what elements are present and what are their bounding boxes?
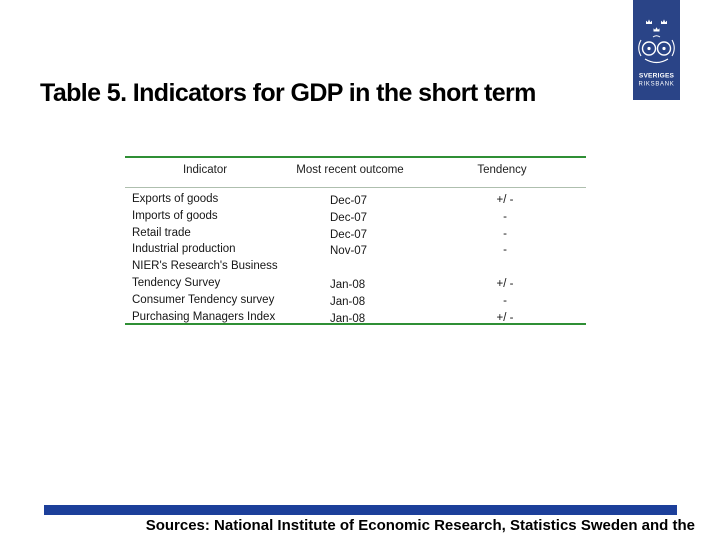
indicator-cell: Imports of goods <box>132 209 218 222</box>
indicators-table: Indicator Most recent outcome Tendency E… <box>125 156 586 325</box>
table-row: Retail trade Dec-07 - <box>125 225 586 242</box>
column-header-tendency: Tendency <box>477 164 527 176</box>
table-row: Consumer Tendency survey Jan-08 - <box>125 292 586 309</box>
column-header-most-recent-outcome: Most recent outcome <box>296 164 404 176</box>
indicator-cell: NIER's Research's Business <box>132 260 278 273</box>
outcome-cell: Jan-08 <box>330 312 366 325</box>
sources-text: Sources: National Institute of Economic … <box>145 517 695 534</box>
tendency-cell: +/ - <box>496 194 514 206</box>
tendency-cell: - <box>503 227 507 240</box>
logo-org-name-line1: SVERIGES <box>639 73 675 80</box>
tendency-cell: - <box>503 210 507 223</box>
indicator-cell: Tendency Survey <box>132 276 221 289</box>
outcome-cell: Jan-08 <box>330 295 366 308</box>
tendency-cell: - <box>503 294 507 307</box>
outcome-cell: Jan-08 <box>330 278 366 291</box>
tendency-cell: +/ - <box>496 311 514 324</box>
logo-org-name-line2: RIKSBANK <box>639 82 675 88</box>
riksbank-crest-icon: SVERIGES RIKSBANK <box>633 0 680 100</box>
table-row: Imports of goods Dec-07 - <box>125 208 586 225</box>
tendency-cell: - <box>503 244 507 257</box>
outcome-cell: Dec-07 <box>330 228 368 241</box>
table-row: Tendency Survey Jan-08 +/ - <box>125 275 586 292</box>
indicator-cell: Exports of goods <box>132 193 219 205</box>
table-body: Exports of goods Dec-07 +/ - Imports of … <box>125 191 586 325</box>
table-row: Exports of goods Dec-07 +/ - <box>125 191 586 208</box>
indicator-cell: Purchasing Managers Index <box>132 310 276 323</box>
indicator-cell: Industrial production <box>132 243 236 256</box>
indicator-cell: Retail trade <box>132 226 191 239</box>
column-header-indicator: Indicator <box>182 164 228 176</box>
outcome-cell: Dec-07 <box>330 211 368 224</box>
table-row: NIER's Research's Business <box>125 258 586 275</box>
page-title: Table 5. Indicators for GDP in the short… <box>40 79 536 107</box>
indicator-cell: Consumer Tendency survey <box>132 293 275 306</box>
table-row: Industrial production Nov-07 - <box>125 241 586 258</box>
table-row: Purchasing Managers Index Jan-08 +/ - <box>125 309 586 326</box>
outcome-cell: Nov-07 <box>330 245 368 258</box>
header-separator-line <box>125 187 586 188</box>
footer-accent-bar <box>44 505 677 515</box>
riksbank-logo: SVERIGES RIKSBANK <box>633 0 680 100</box>
outcome-cell: Dec-07 <box>330 195 368 207</box>
tendency-cell: +/ - <box>496 277 514 290</box>
